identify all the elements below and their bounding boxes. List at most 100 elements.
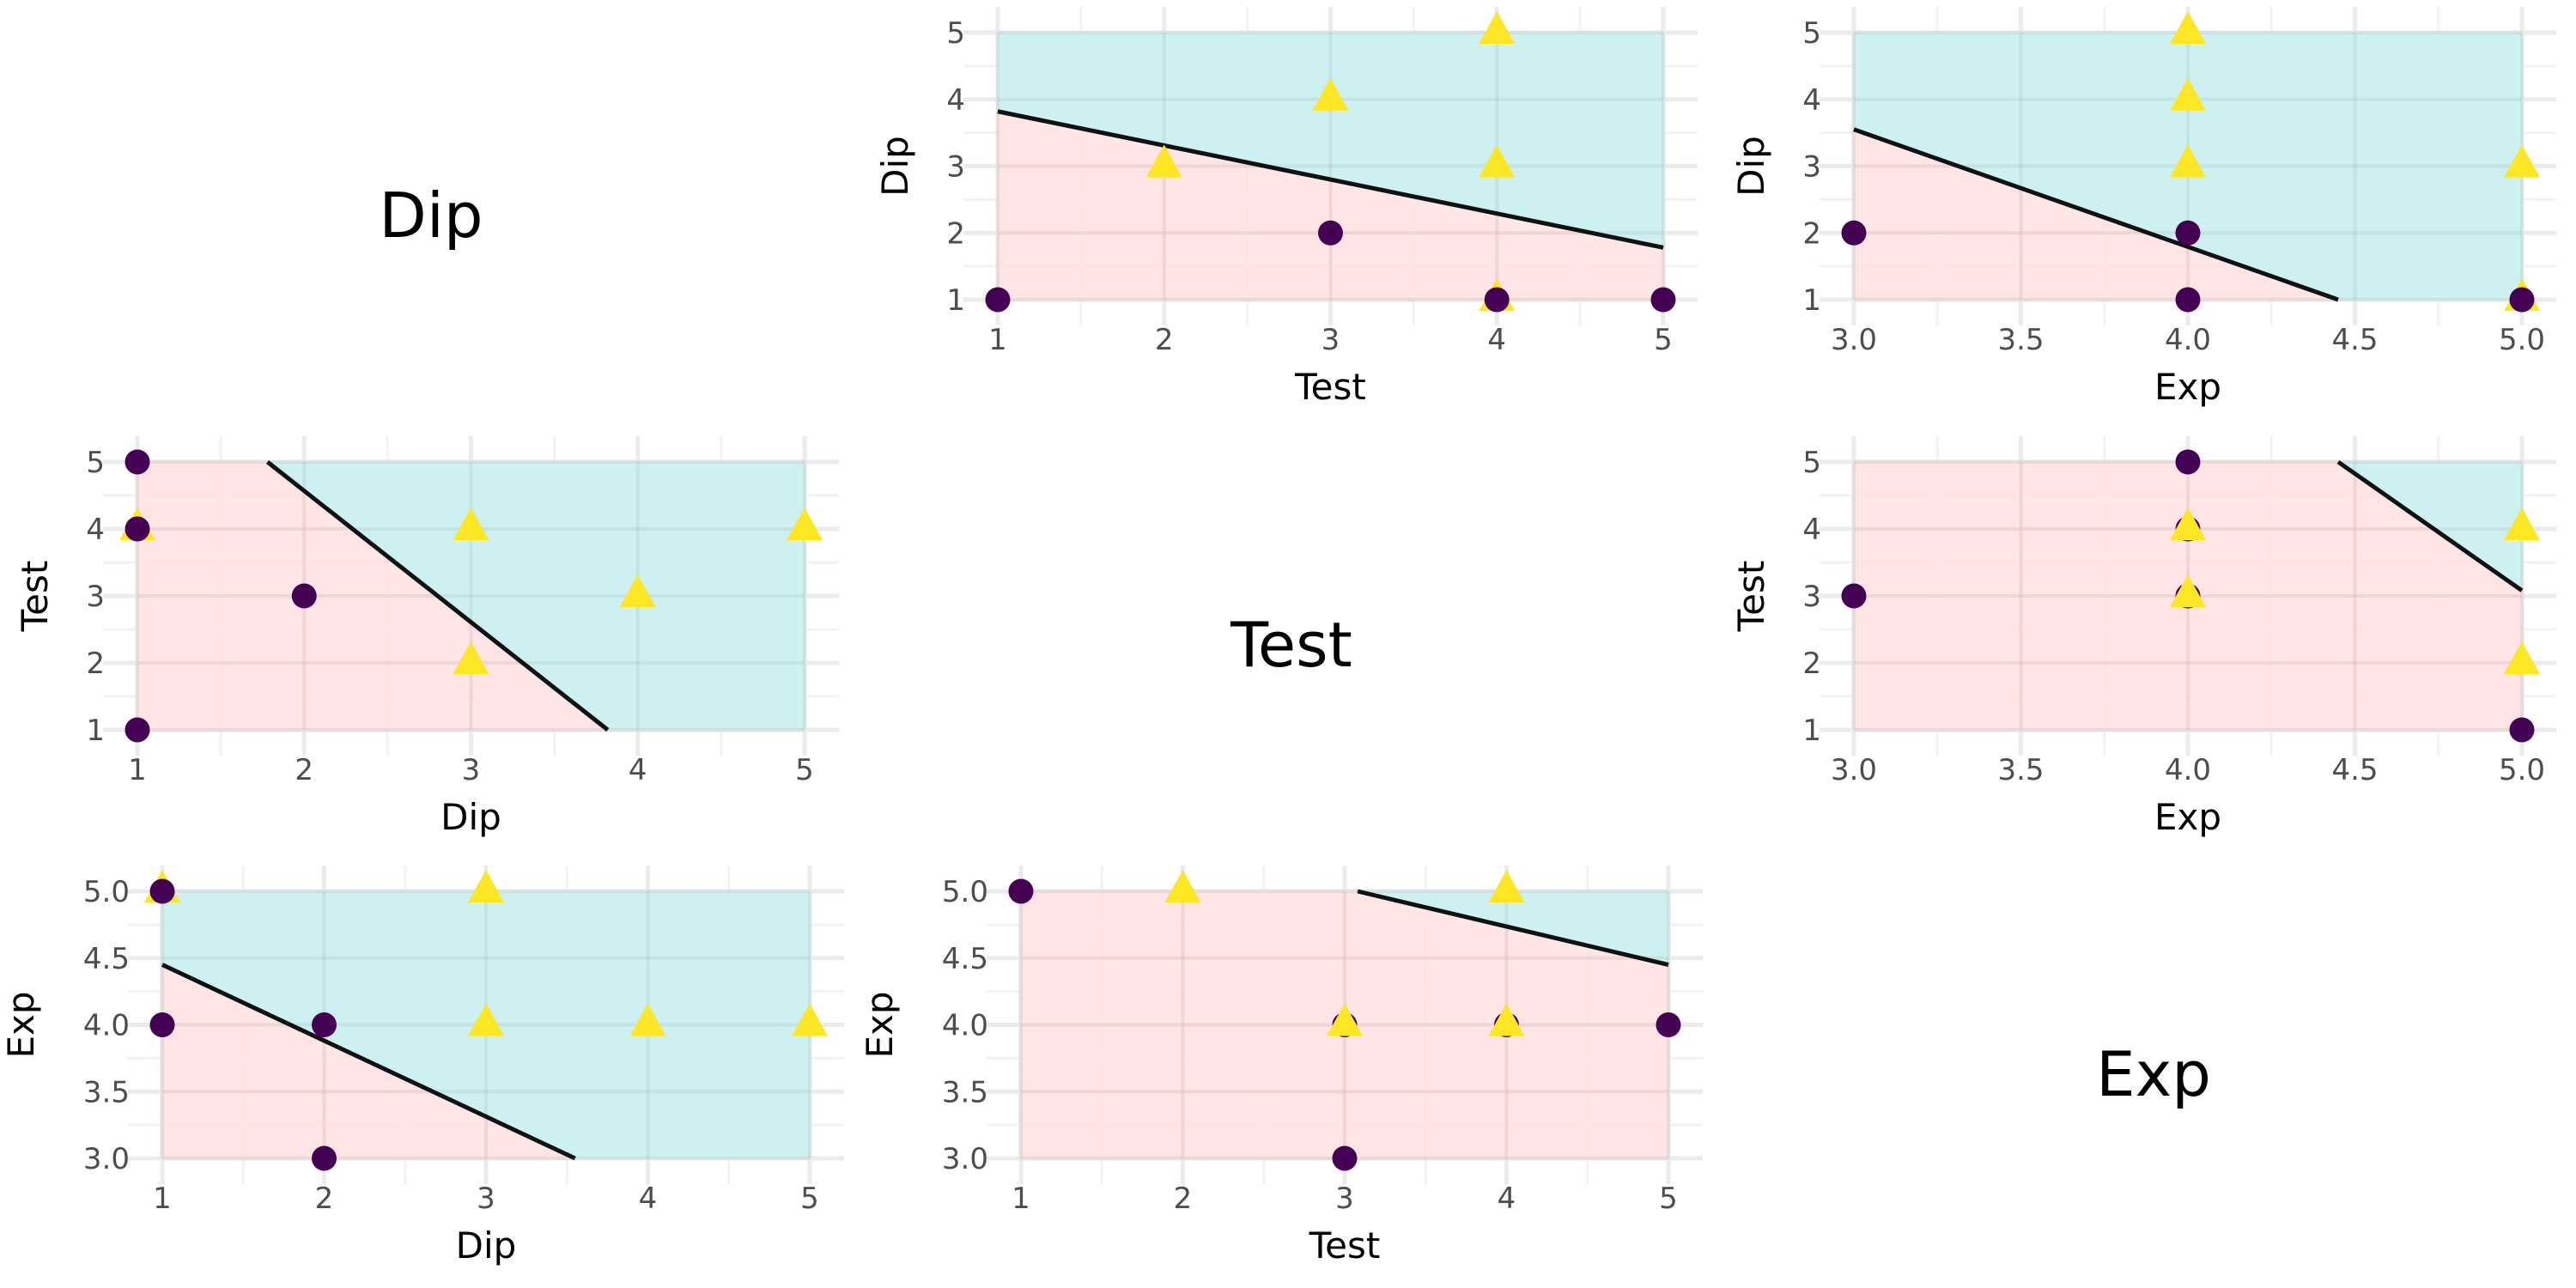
x-tick-label: 5.0	[2499, 323, 2545, 357]
y-tick-label: 1	[86, 714, 105, 748]
y-tick-label: 3	[1802, 580, 1821, 614]
point-triangle	[1488, 870, 1525, 902]
y-tick-label: 5	[1802, 16, 1821, 51]
point-triangle	[1488, 1003, 1525, 1036]
x-tick-label: 4	[1498, 1182, 1516, 1216]
x-tick-label: 2	[1174, 1182, 1193, 1216]
x-tick-label: 3.5	[1997, 753, 2044, 787]
decision-boundary	[997, 109, 1664, 250]
diagonal-label-exp: Exp	[2096, 1038, 2211, 1110]
point-circle	[1318, 220, 1343, 246]
x-tick-label: 2	[1155, 323, 1174, 357]
x-tick-label: 3.5	[1997, 323, 2044, 357]
diagonal-label-test: Test	[1230, 609, 1352, 681]
y-tick-label: 1	[1802, 283, 1821, 318]
point-circle	[1841, 583, 1867, 609]
point-circle	[125, 516, 150, 542]
x-axis-label: Dip	[440, 796, 501, 838]
y-tick-label: 3	[86, 580, 105, 614]
point-circle	[2509, 717, 2535, 743]
point-triangle	[2504, 144, 2540, 178]
x-tick-label: 3.0	[1831, 323, 1877, 357]
point-triangle	[2170, 77, 2206, 111]
y-tick-label: 5.0	[942, 875, 988, 909]
point-circle	[2175, 449, 2201, 475]
point-triangle	[1312, 77, 1349, 111]
point-circle	[2175, 287, 2201, 313]
point-circle	[291, 583, 317, 609]
point-circle	[1656, 1012, 1681, 1037]
y-tick-label: 5	[946, 16, 965, 51]
y-tick-label: 5	[1802, 446, 1821, 480]
panel-r1c3: 3.0 3.5 4.0 4.5 5.0 1 2 3 4 5 Exp Dip	[1730, 7, 2556, 408]
y-tick-label: 3.5	[942, 1075, 988, 1109]
x-axis-label: Dip	[456, 1224, 517, 1267]
y-tick-label: 2	[1802, 647, 1821, 681]
point-triangle	[468, 1003, 504, 1036]
point-triangle	[2170, 574, 2206, 607]
x-tick-label: 5	[800, 1182, 819, 1216]
point-triangle	[1164, 870, 1201, 902]
y-axis-label: Dip	[1730, 136, 1772, 197]
x-tick-label: 4	[1487, 323, 1506, 357]
y-tick-label: 4.0	[942, 1009, 988, 1043]
point-triangle	[787, 507, 823, 540]
point-circle	[985, 287, 1011, 313]
decision-boundary	[1853, 127, 2339, 302]
x-tick-label: 1	[128, 753, 147, 787]
point-triangle	[1479, 144, 1516, 178]
point-circle	[149, 878, 175, 904]
panel-r2c1: 1 2 3 4 5 1 2 3 4 5 Dip Test	[14, 436, 839, 838]
y-tick-label: 4	[946, 83, 965, 118]
x-tick-label: 1	[988, 323, 1007, 357]
x-axis-label: Test	[1294, 366, 1366, 408]
decision-boundary	[161, 963, 576, 1161]
point-triangle	[1145, 144, 1182, 178]
x-tick-label: 5	[1654, 323, 1673, 357]
x-tick-label: 5	[1659, 1182, 1678, 1216]
y-tick-label: 2	[86, 647, 105, 681]
y-tick-label: 3.0	[942, 1142, 988, 1176]
x-tick-label: 5	[795, 753, 814, 787]
decision-boundary	[265, 460, 610, 732]
x-tick-label: 3	[477, 1182, 495, 1216]
y-tick-label: 5	[86, 446, 105, 480]
x-tick-label: 1	[153, 1182, 172, 1216]
x-tick-label: 4.5	[2331, 753, 2378, 787]
y-tick-label: 3	[1802, 150, 1821, 185]
point-circle	[312, 1145, 337, 1171]
x-tick-label: 4.5	[2331, 323, 2378, 357]
point-triangle	[619, 574, 656, 607]
panel-r3c1: 1 2 3 4 5 3.0 3.5 4.0 4.5 5.0 Dip Exp	[0, 866, 844, 1267]
y-tick-label: 5.0	[83, 875, 130, 909]
y-axis-label: Test	[1730, 561, 1772, 633]
point-circle	[312, 1012, 337, 1037]
point-circle	[1841, 220, 1867, 246]
y-tick-label: 1	[946, 283, 965, 318]
x-axis-label: Exp	[2154, 366, 2221, 408]
panel-r3c2: 1 2 3 4 5 3.0 3.5 4.0 4.5 5.0 Test Exp	[859, 866, 1703, 1267]
point-triangle	[2170, 144, 2206, 178]
x-tick-label: 4	[629, 753, 647, 787]
region-high	[998, 33, 1663, 248]
x-tick-label: 2	[295, 753, 313, 787]
y-tick-label: 4	[1802, 83, 1821, 118]
y-tick-label: 2	[1802, 216, 1821, 251]
point-circle	[1650, 287, 1676, 313]
point-triangle	[2170, 507, 2206, 540]
y-tick-label: 4.5	[83, 942, 130, 976]
y-axis-label: Test	[14, 561, 56, 633]
region-high	[267, 462, 805, 730]
x-tick-label: 2	[315, 1182, 334, 1216]
x-tick-label: 4	[639, 1182, 658, 1216]
x-axis-label: Exp	[2154, 796, 2221, 838]
x-tick-label: 4.0	[2165, 323, 2211, 357]
y-axis-label: Exp	[0, 991, 42, 1058]
point-circle	[1008, 878, 1034, 904]
point-triangle	[2504, 641, 2540, 674]
x-tick-label: 5.0	[2499, 753, 2545, 787]
point-circle	[125, 449, 150, 475]
point-circle	[1332, 1145, 1358, 1171]
decision-boundary	[1357, 889, 1669, 967]
y-axis-label: Dip	[874, 136, 916, 197]
